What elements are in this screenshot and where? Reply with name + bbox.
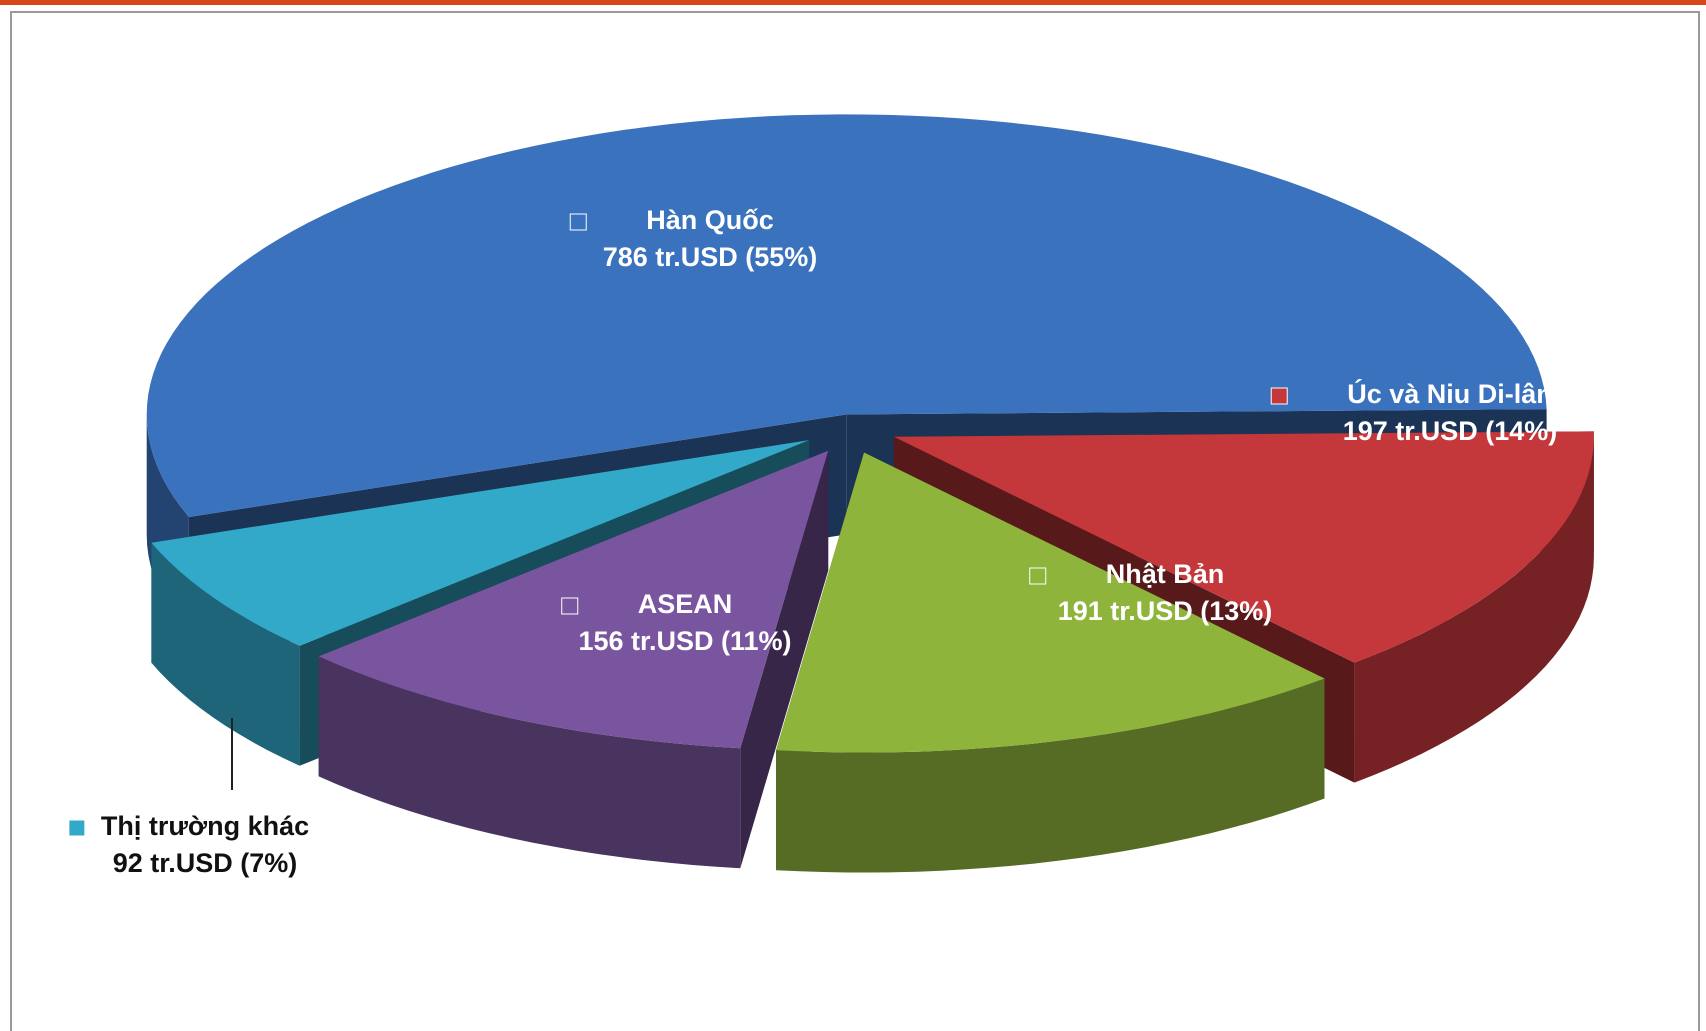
value-label: 156 tr.USD (11%) (578, 626, 791, 656)
slice-side (151, 542, 300, 766)
value-label: 786 tr.USD (55%) (603, 242, 818, 272)
category-label: Hàn Quốc (646, 205, 774, 235)
legend-key (561, 597, 579, 615)
value-label: 92 tr.USD (7%) (113, 848, 298, 878)
slice-top (151, 440, 810, 646)
slice-top (893, 431, 1594, 663)
category-label: ASEAN (638, 589, 733, 619)
slice-side (776, 678, 1325, 873)
category-label: Nhật Bản (1106, 559, 1225, 589)
legend-key (68, 819, 86, 837)
value-label: 191 tr.USD (13%) (1058, 596, 1273, 626)
legend-key (1270, 387, 1288, 405)
legend-key (569, 213, 587, 231)
category-label: Úc và Niu Di-lân (1347, 378, 1553, 409)
frame (10, 11, 1700, 1031)
slice-top (776, 452, 1325, 753)
slice-side (318, 656, 741, 869)
value-label: 197 tr.USD (14%) (1343, 416, 1558, 446)
slice-top (146, 114, 1547, 518)
slice-side (1354, 436, 1594, 783)
category-label: Thị trường khác (101, 811, 309, 841)
slice (776, 452, 1325, 873)
legend-key (1029, 567, 1047, 585)
top-bar (0, 0, 1706, 5)
